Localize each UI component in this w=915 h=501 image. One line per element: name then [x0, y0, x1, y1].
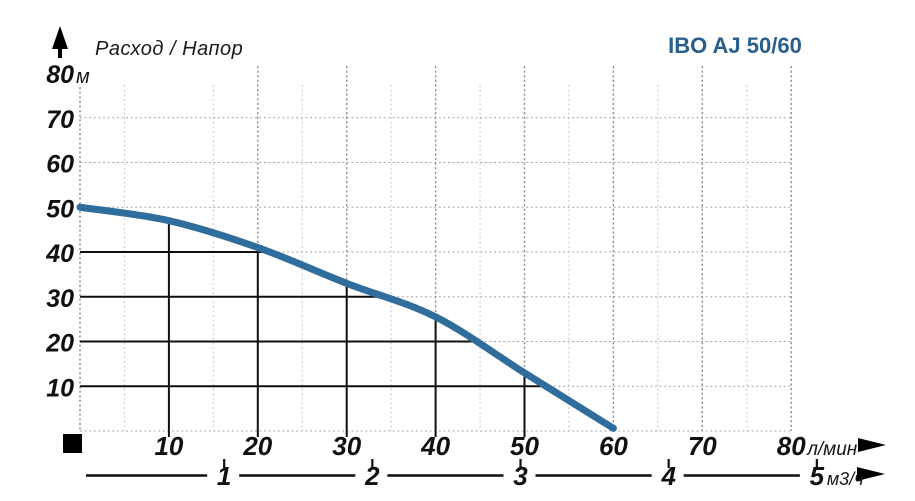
- x-axis-right-arrow-icon: [858, 438, 886, 452]
- y-tick-label: 50: [46, 195, 74, 223]
- x-tick-label: 50: [510, 431, 539, 461]
- x-tick-label: 80: [777, 431, 806, 461]
- secondary-axis-unit-label: м3/ч: [827, 469, 864, 489]
- secondary-tick-label: 1: [217, 461, 231, 491]
- y-axis-up-arrow-icon: [52, 26, 68, 49]
- origin-square-marker: [63, 434, 82, 453]
- y-axis-unit-label: м: [76, 66, 90, 88]
- x-tick-label: 60: [599, 431, 628, 461]
- y-tick-label: 40: [45, 240, 74, 268]
- pump-performance-curve: [76, 203, 617, 432]
- y-tick-label: 30: [46, 285, 74, 313]
- y-tick-label: 60: [46, 151, 74, 179]
- x-tick-label: 20: [242, 431, 272, 461]
- x-tick-label: 30: [332, 431, 361, 461]
- x-tick-label: 40: [420, 431, 450, 461]
- x-axis-unit-label: л/мин: [806, 439, 858, 460]
- x-tick-label: 70: [688, 431, 717, 461]
- axis-title-label: Расход / Напор: [95, 38, 243, 60]
- secondary-axis-right-arrow-icon: [857, 467, 885, 481]
- secondary-tick-label: 4: [660, 461, 676, 491]
- y-axis-arrow-stem: [58, 47, 62, 58]
- y-tick-label: 70: [46, 106, 74, 134]
- x-tick-label: 10: [154, 431, 183, 461]
- secondary-tick-label: 5: [810, 461, 825, 491]
- y-tick-label: 10: [46, 374, 74, 402]
- y-tick-label: 80: [46, 61, 74, 89]
- pump-model-label: IBO AJ 50/60: [668, 33, 802, 58]
- secondary-tick-label: 2: [364, 461, 380, 491]
- y-tick-label: 20: [45, 330, 74, 358]
- secondary-tick-label: 3: [513, 461, 528, 491]
